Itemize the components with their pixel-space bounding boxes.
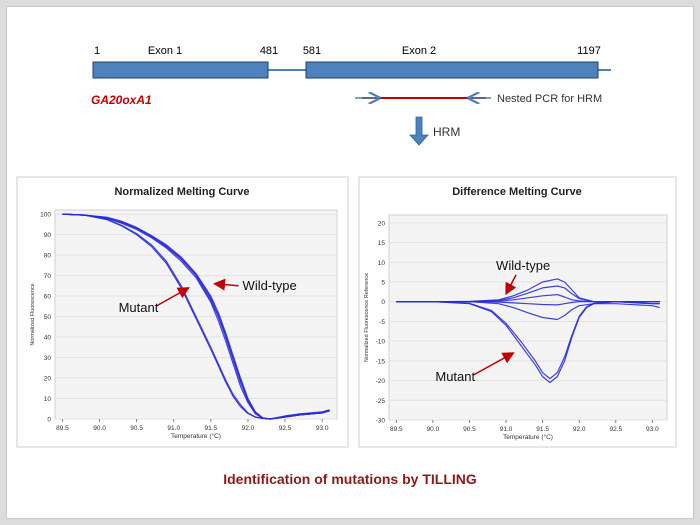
x-tick-label: 92.5 xyxy=(279,425,292,432)
x-tick-label: 92.0 xyxy=(573,426,586,433)
x-axis-label: Temperature (°C) xyxy=(171,432,221,440)
y-tick-label: 60 xyxy=(44,294,52,301)
exon1-start: 1 xyxy=(94,45,100,57)
exon2-label: Exon 2 xyxy=(402,45,436,57)
y-tick-label: 100 xyxy=(40,212,51,219)
y-tick-label: 20 xyxy=(378,220,386,227)
y-tick-label: -5 xyxy=(379,319,385,326)
y-tick-label: 80 xyxy=(44,253,52,260)
chart-title: Difference Melting Curve xyxy=(452,186,582,198)
y-tick-label: -15 xyxy=(376,358,386,365)
slide-canvas: 1 Exon 1 481 581 Exon 2 1197 GA20oxA1 Ne… xyxy=(16,45,677,487)
x-tick-label: 89.5 xyxy=(390,426,403,433)
y-tick-label: 90 xyxy=(44,232,52,239)
slide-caption: Identification of mutations by TILLING xyxy=(223,471,477,487)
x-tick-label: 91.0 xyxy=(500,426,513,433)
x-tick-label: 93.0 xyxy=(316,425,329,432)
y-tick-label: 10 xyxy=(378,260,386,267)
hrm-down-arrow xyxy=(409,116,429,146)
x-tick-label: 90.5 xyxy=(130,425,143,432)
series-line-mutant xyxy=(396,301,660,380)
exon1-end: 481 xyxy=(260,45,278,57)
y-tick-label: 70 xyxy=(44,273,52,280)
y-tick-label: -20 xyxy=(376,378,386,385)
y-tick-label: 5 xyxy=(381,280,385,287)
annotation-label: Mutant xyxy=(119,300,159,315)
y-tick-label: -25 xyxy=(376,398,386,405)
normalized-melting-chart: Normalized Melting Curve1009080706050403… xyxy=(30,186,338,440)
exon1-box xyxy=(92,61,269,79)
x-tick-label: 91.5 xyxy=(205,425,218,432)
exon2-box xyxy=(305,61,599,79)
y-tick-label: 30 xyxy=(44,355,52,362)
exon2-end: 1197 xyxy=(577,45,601,57)
gene-diagram: 1 Exon 1 481 581 Exon 2 1197 GA20oxA1 Ne… xyxy=(91,45,611,146)
y-tick-label: -10 xyxy=(376,339,386,346)
series-line-wild-type xyxy=(396,301,660,321)
annotation-arrow xyxy=(156,287,190,307)
y-axis-label: Normalized Fluorescence Reference xyxy=(364,273,370,362)
difference-melting-chart: Difference Melting Curve 20 15 10 5 0 -5 -10 -15… xyxy=(364,186,668,441)
y-tick-label: -30 xyxy=(376,418,386,425)
x-tick-label: 91.5 xyxy=(536,426,549,433)
y-tick-label: 10 xyxy=(44,396,52,403)
hrm-label: HRM xyxy=(433,125,460,139)
y-tick-label: 20 xyxy=(44,376,52,383)
y-tick-label: 15 xyxy=(378,240,386,247)
x-axis-label: Temperature (°C) xyxy=(503,433,553,441)
y-axis-label: Normalized Fluorescence xyxy=(30,283,36,345)
x-tick-label: 92.5 xyxy=(609,426,622,433)
plot-area xyxy=(388,214,668,421)
chart-title: Normalized Melting Curve xyxy=(114,186,249,198)
exon1-label: Exon 1 xyxy=(148,45,182,57)
annotation-label: Mutant xyxy=(435,369,475,384)
x-tick-label: 90.0 xyxy=(93,425,106,432)
y-tick-label: 40 xyxy=(44,335,52,342)
y-tick-label: 50 xyxy=(44,314,52,321)
annotation-arrow xyxy=(473,352,515,376)
primer-label: Nested PCR for HRM xyxy=(497,93,602,105)
annotation-arrow xyxy=(213,278,239,291)
x-tick-label: 91.0 xyxy=(167,425,180,432)
slide: 1 Exon 1 481 581 Exon 2 1197 GA20oxA1 Ne… xyxy=(6,6,694,519)
exon2-start: 581 xyxy=(303,45,321,57)
x-tick-label: 90.0 xyxy=(427,426,440,433)
y-tick-label: 0 xyxy=(381,299,385,306)
gene-name: GA20oxA1 xyxy=(91,93,152,107)
x-tick-label: 93.0 xyxy=(646,426,659,433)
x-tick-label: 90.5 xyxy=(463,426,476,433)
annotation-label: Wild-type xyxy=(243,278,297,293)
y-tick-label: 0 xyxy=(47,417,51,424)
x-tick-label: 92.0 xyxy=(242,425,255,432)
x-tick-label: 89.5 xyxy=(56,425,69,432)
annotation-label: Wild-type xyxy=(496,258,550,273)
plot-area xyxy=(54,209,338,420)
series-line-mutant xyxy=(62,213,330,420)
annotation-arrow xyxy=(505,274,517,296)
